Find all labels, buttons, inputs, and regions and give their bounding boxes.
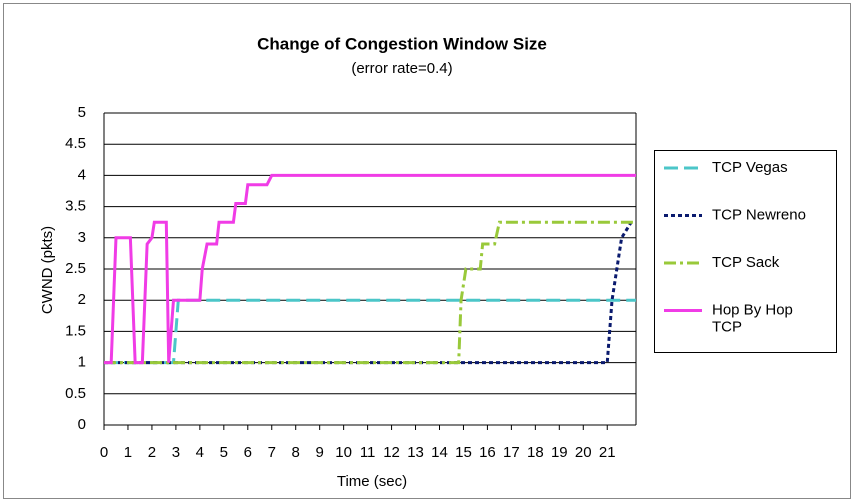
x-tick-label: 0 xyxy=(100,444,108,461)
x-tick-label: 3 xyxy=(172,444,180,461)
series-line xyxy=(104,298,636,365)
x-tick-label: 11 xyxy=(360,444,376,461)
y-tick-label: 2 xyxy=(78,291,86,308)
x-tick-label: 18 xyxy=(527,444,544,461)
y-tick-label: 2.5 xyxy=(65,260,86,277)
x-tick-label: 10 xyxy=(335,444,352,461)
y-tick-label: 0.5 xyxy=(65,385,86,402)
x-tick-label: 17 xyxy=(503,444,520,461)
x-axis-label: Time (sec) xyxy=(337,473,407,490)
y-tick-label: 3.5 xyxy=(65,198,86,215)
y-tick-label: 4 xyxy=(78,166,86,183)
x-tick-label: 5 xyxy=(220,444,228,461)
x-tick-label: 7 xyxy=(268,444,276,461)
y-axis-label: CWND (pkts) xyxy=(39,226,56,314)
x-tick-label: 9 xyxy=(316,444,324,461)
x-tick-label: 15 xyxy=(455,444,472,461)
legend-label: Hop By Hop TCP xyxy=(712,301,793,335)
x-tick-label: 12 xyxy=(383,444,400,461)
x-tick-label: 19 xyxy=(551,444,568,461)
x-tick-label: 21 xyxy=(599,444,616,461)
x-tick-label: 20 xyxy=(575,444,592,461)
legend-box xyxy=(654,150,837,353)
x-tick-label: 6 xyxy=(244,444,252,461)
y-tick-label: 0 xyxy=(78,416,86,433)
series-line xyxy=(104,220,636,365)
y-tick-label: 3 xyxy=(78,229,86,246)
y-tick-label: 1 xyxy=(78,354,86,371)
x-tick-label: 13 xyxy=(407,444,424,461)
y-tick-label: 4.5 xyxy=(65,135,86,152)
x-tick-label: 16 xyxy=(479,444,496,461)
x-tick-label: 1 xyxy=(124,444,132,461)
legend: TCP Vegas TCP Newreno TCP Sack Hop By Hop TC… xyxy=(654,150,837,353)
x-tick-label: 8 xyxy=(292,444,300,461)
x-tick-label: 14 xyxy=(431,444,448,461)
legend-label: TCP Sack xyxy=(712,254,780,271)
legend-label: TCP Newreno xyxy=(712,206,806,223)
y-tick-label: 1.5 xyxy=(65,322,86,339)
chart-title: Change of Congestion Window Size xyxy=(257,34,547,53)
series-line xyxy=(104,173,636,365)
x-tick-label: 4 xyxy=(196,444,204,461)
chart-subtitle: (error rate=0.4) xyxy=(351,60,452,77)
legend-label: TCP Vegas xyxy=(712,159,788,176)
x-tick-label: 2 xyxy=(148,444,156,461)
y-tick-label: 5 xyxy=(78,104,86,121)
